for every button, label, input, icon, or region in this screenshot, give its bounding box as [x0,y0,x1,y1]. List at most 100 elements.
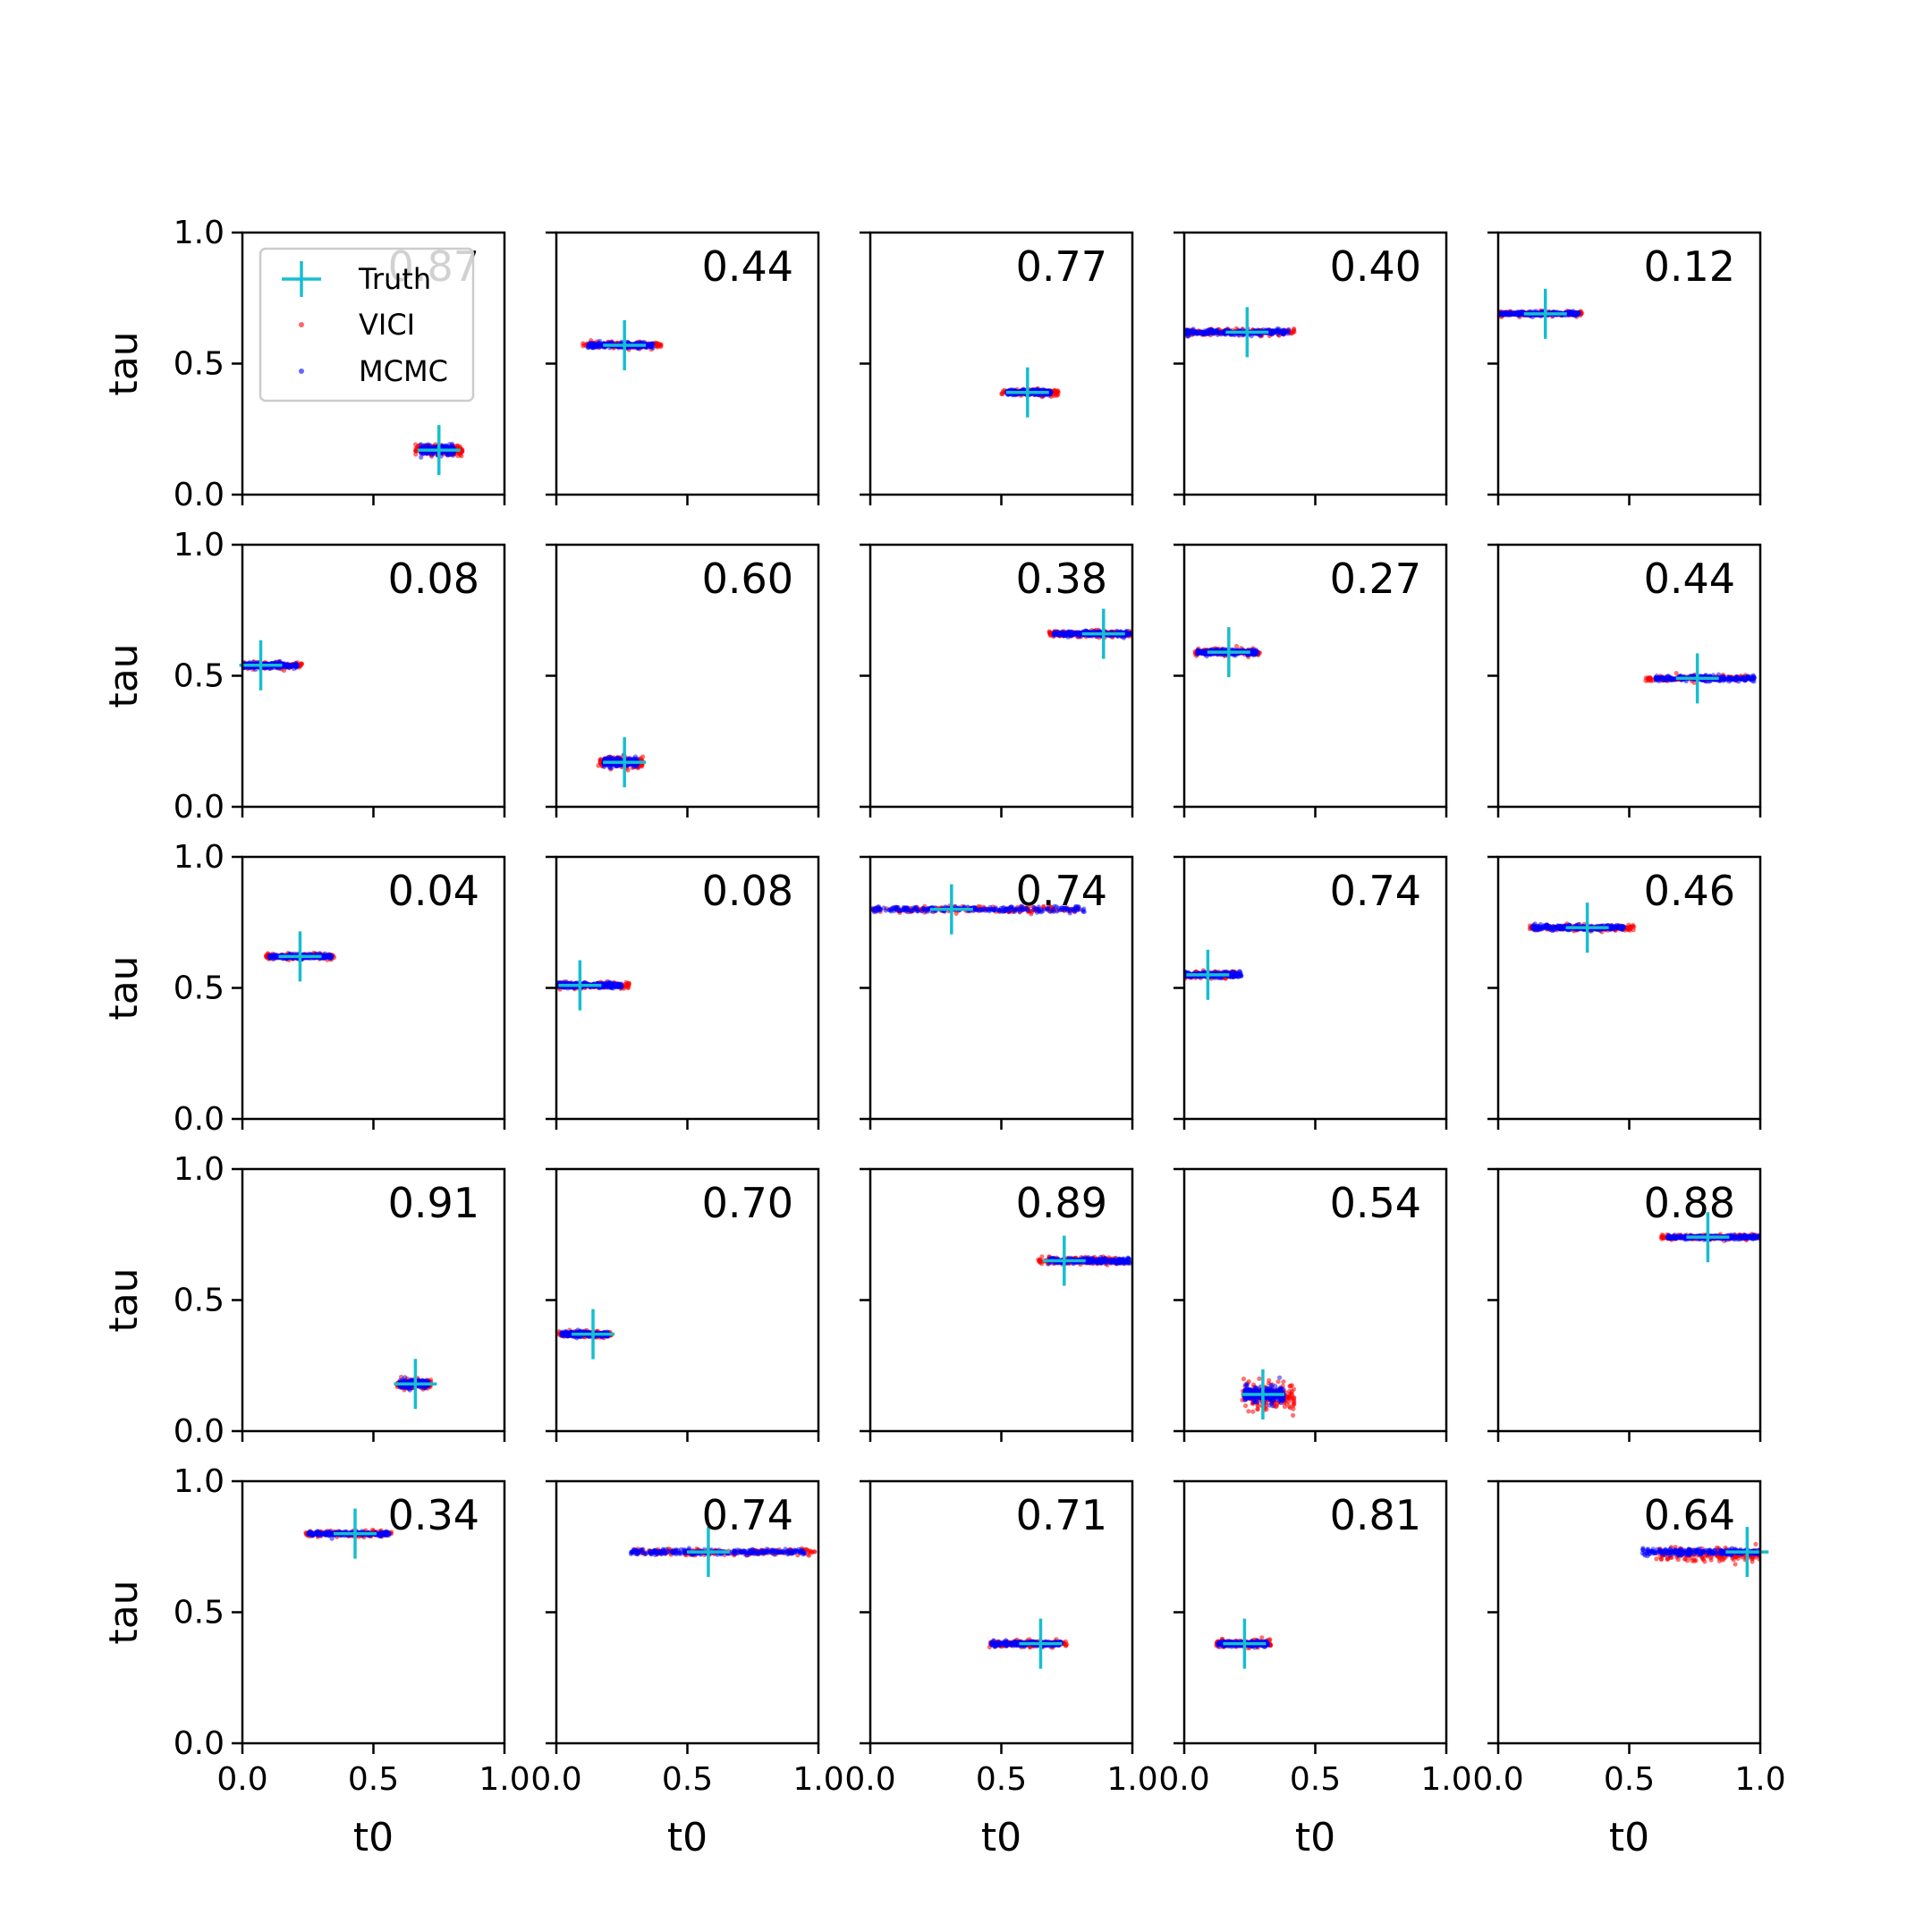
mcmc-point [1122,634,1127,640]
y-tick-label: 1.0 [174,839,225,876]
truth-marker [1225,307,1269,358]
mcmc-point [1750,678,1755,683]
mcmc-point [591,343,597,349]
mcmc-point [1063,631,1068,637]
panel-8: 0.38 [860,543,1134,818]
ticks [546,543,820,818]
y-tick-label: 1.0 [174,215,225,251]
y-tick-label: 0.5 [174,970,225,1007]
mcmc-point [1205,329,1210,335]
mcmc-point [1654,675,1659,681]
mcmc-point [1666,674,1673,681]
truth-marker [239,640,283,691]
truth-marker [1675,653,1719,704]
mcmc-point [1575,311,1580,317]
mcmc-point [1072,631,1077,636]
mcmc-point [1051,631,1056,636]
mcmc-point [1657,676,1663,682]
vici-point [624,980,631,987]
mcmc-point [609,755,614,761]
mcmc-point [1281,330,1287,335]
mcmc-point [450,453,455,458]
mcmc-point [1516,310,1521,316]
panel-3: 0.77 [860,231,1134,505]
ticks [1487,543,1762,818]
mcmc-point [286,663,292,668]
mcmc-point [1724,676,1730,682]
mcmc-point [1067,631,1072,637]
mcmc-point [1185,328,1191,334]
panel-value-label: 0.38 [1016,555,1107,603]
vici-point [1055,392,1061,398]
vici-point [413,452,419,457]
mcmc-point [1209,327,1215,333]
mcmc-point [271,953,276,959]
plot-area [1184,326,1297,339]
panel-5: 0.12 [1487,231,1762,505]
mcmc-point [647,344,652,350]
y-axis-label: tau [101,643,147,708]
ticks [1174,543,1448,818]
panel-9: 0.27 [1174,543,1448,818]
mcmc-point [1743,676,1749,682]
panel-4: 0.40 [1174,231,1448,505]
panel-value-label: 0.44 [1644,555,1735,603]
panel-2: 0.44 [546,231,820,505]
mcmc-point [1508,311,1513,317]
mcmc-point [1251,651,1257,657]
mcmc-point [1200,649,1206,655]
mcmc-point [1221,331,1226,336]
truth-marker [1005,367,1049,418]
panel-value-label: 0.60 [702,555,793,603]
panel-value-label: 0.27 [1330,555,1421,603]
mcmc-point [1672,676,1677,682]
y-axis-label: tau [101,955,147,1020]
y-tick-label: 0.0 [174,1101,225,1138]
ticks [1174,231,1448,505]
truth-marker [603,319,647,370]
y-tick-label: 0.0 [174,789,225,826]
vici-point [1053,388,1058,394]
mcmc-point [631,762,637,767]
mcmc-point [250,659,256,665]
mcmc-point [1738,675,1743,682]
mcmc-point [419,454,424,460]
mcmc-point [322,954,327,960]
mcmc-point [1221,646,1226,652]
mcmc-point [1733,676,1738,682]
vici-point [640,754,646,759]
mcmc-point [428,453,435,458]
ticks [232,855,506,1130]
y-tick-label: 0.0 [174,477,225,513]
vici-point [455,443,461,448]
y-axis-label: tau [101,331,147,395]
mcmc-point [602,764,607,769]
mcmc-point [1501,310,1506,316]
panel-7: 0.60 [546,543,820,818]
vici-point [1000,391,1005,397]
panel-value-label: 0.04 [388,867,479,915]
vici-point [1234,643,1240,649]
y-tick-label: 0.5 [174,658,225,695]
mcmc-point [1039,394,1045,399]
panel-10: 0.44 [1487,543,1762,818]
mcmc-point [1716,672,1722,677]
ticks [546,231,820,505]
truth-marker [278,931,322,982]
truth-marker [417,425,461,476]
mcmc-point [329,953,335,959]
mcmc-point [293,661,299,666]
truth-marker [1081,608,1125,659]
mcmc-point [597,338,603,343]
panel-12: 0.08 [546,855,820,1130]
truth-marker [1523,288,1567,339]
ticks [232,231,506,505]
y-tick-label: 1.0 [174,527,225,564]
panel-value-label: 0.40 [1330,242,1421,291]
mcmc-samples [1184,326,1292,339]
mcmc-point [281,663,286,668]
mcmc-point [614,756,620,761]
truth-marker [603,737,647,788]
